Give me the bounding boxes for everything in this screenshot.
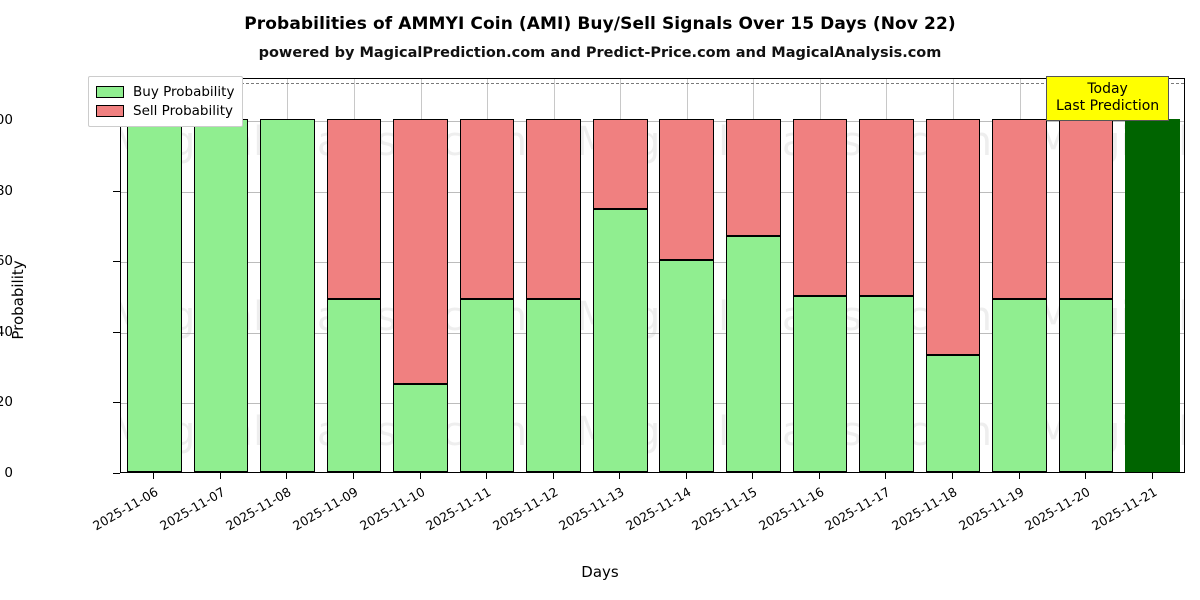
legend-swatch-buy-icon [96,85,124,98]
bar-segment-sell[interactable] [393,119,448,384]
bar-group[interactable] [859,79,914,472]
bar-segment-buy[interactable] [659,260,715,472]
x-tick-mark [219,473,221,479]
x-tick-mark [619,473,621,479]
y-tick-label: 40 [0,323,13,340]
gridline-horizontal [121,262,1184,264]
bar-segment-buy[interactable] [459,299,515,472]
x-tick-mark [1151,473,1153,479]
y-tick-label: 80 [0,182,13,199]
bar-segment-sell[interactable] [526,119,581,300]
bar-group[interactable] [459,79,515,472]
x-tick-mark [419,473,421,479]
x-tick-mark [352,473,354,479]
bar-segment-sell[interactable] [726,119,781,236]
bar-segment-buy[interactable] [126,119,182,472]
today-annotation: Today Last Prediction [1046,76,1170,121]
bar-group[interactable] [1058,79,1114,472]
x-tick-mark [952,473,954,479]
y-tick-mark [113,402,120,404]
bar-segment-buy[interactable] [592,209,648,472]
legend-item-sell: Sell Probability [96,101,234,120]
bar-group[interactable] [260,79,315,472]
y-tick-label: 0 [4,465,13,481]
bar-segment-buy[interactable] [326,299,382,472]
gridline-horizontal [121,403,1184,405]
y-tick-label: 60 [0,253,13,270]
bar-segment-sell[interactable] [925,119,981,355]
bar-segment-sell[interactable] [459,119,515,300]
bar-segment-buy[interactable] [393,383,448,472]
x-tick-mark [1085,473,1087,479]
bar-segment-buy[interactable] [726,235,781,472]
bar-segment-buy[interactable] [859,295,914,472]
bar-segment-buy[interactable] [992,299,1047,472]
bar-group[interactable] [193,79,249,472]
reference-line [121,82,1184,84]
bar-segment-buy[interactable] [526,299,581,472]
gridline-horizontal [121,121,1184,123]
bar-group[interactable] [792,79,848,472]
bar-group[interactable] [126,79,182,472]
chart-legend: Buy Probability Sell Probability [88,76,244,127]
bar-group[interactable] [393,79,448,472]
bar-segment-buy[interactable] [1058,299,1114,472]
legend-label-sell: Sell Probability [133,102,234,119]
bar-group[interactable] [1125,79,1180,472]
bar-segment-today[interactable] [1125,119,1180,472]
x-tick-mark [552,473,554,479]
bar-group[interactable] [526,79,581,472]
y-tick-label: 20 [0,394,13,411]
bar-group[interactable] [592,79,648,472]
bar-segment-sell[interactable] [992,119,1047,300]
bar-group[interactable] [992,79,1047,472]
bar-group[interactable] [659,79,715,472]
bar-group[interactable] [326,79,382,472]
bar-segment-sell[interactable] [1058,119,1114,300]
bar-segment-sell[interactable] [792,119,848,296]
plot-clip: MagicalAnalysis.com MagicalAnalysis.com Ma… [121,79,1184,472]
chart-title: Probabilities of AMMYI Coin (AMI) Buy/Se… [244,14,956,34]
legend-swatch-sell-icon [96,104,124,117]
bar-group[interactable] [726,79,781,472]
chart-subtitle: powered by MagicalPrediction.com and Pre… [258,45,942,61]
bar-segment-buy[interactable] [792,295,848,472]
x-tick-mark [685,473,687,479]
bar-segment-buy[interactable] [260,119,315,472]
today-annotation-line2: Last Prediction [1056,98,1160,114]
gridline-horizontal [121,332,1184,334]
bar-segment-sell[interactable] [659,119,715,261]
bar-segment-sell[interactable] [326,119,382,300]
y-tick-label: 100 [0,112,13,129]
x-tick-mark [885,473,887,479]
bar-segment-sell[interactable] [592,119,648,210]
plot-area: MagicalAnalysis.com MagicalAnalysis.com Ma… [120,78,1185,473]
x-tick-mark [752,473,754,479]
x-tick-mark [818,473,820,479]
x-tick-mark [486,473,488,479]
x-tick-mark [286,473,288,479]
legend-label-buy: Buy Probability [133,83,235,100]
x-tick-mark [153,473,155,479]
y-tick-mark [113,331,120,333]
today-annotation-line1: Today [1087,81,1128,97]
x-tick-mark [1018,473,1020,479]
gridline-horizontal [121,191,1184,193]
bar-segment-buy[interactable] [193,119,249,472]
bar-segment-sell[interactable] [859,119,914,296]
y-tick-mark [113,190,120,192]
bar-group[interactable] [925,79,981,472]
x-axis-label: Days [581,563,619,581]
legend-item-buy: Buy Probability [96,82,234,101]
bar-segment-buy[interactable] [925,354,981,472]
y-tick-mark [113,261,120,263]
y-tick-mark [113,473,120,474]
